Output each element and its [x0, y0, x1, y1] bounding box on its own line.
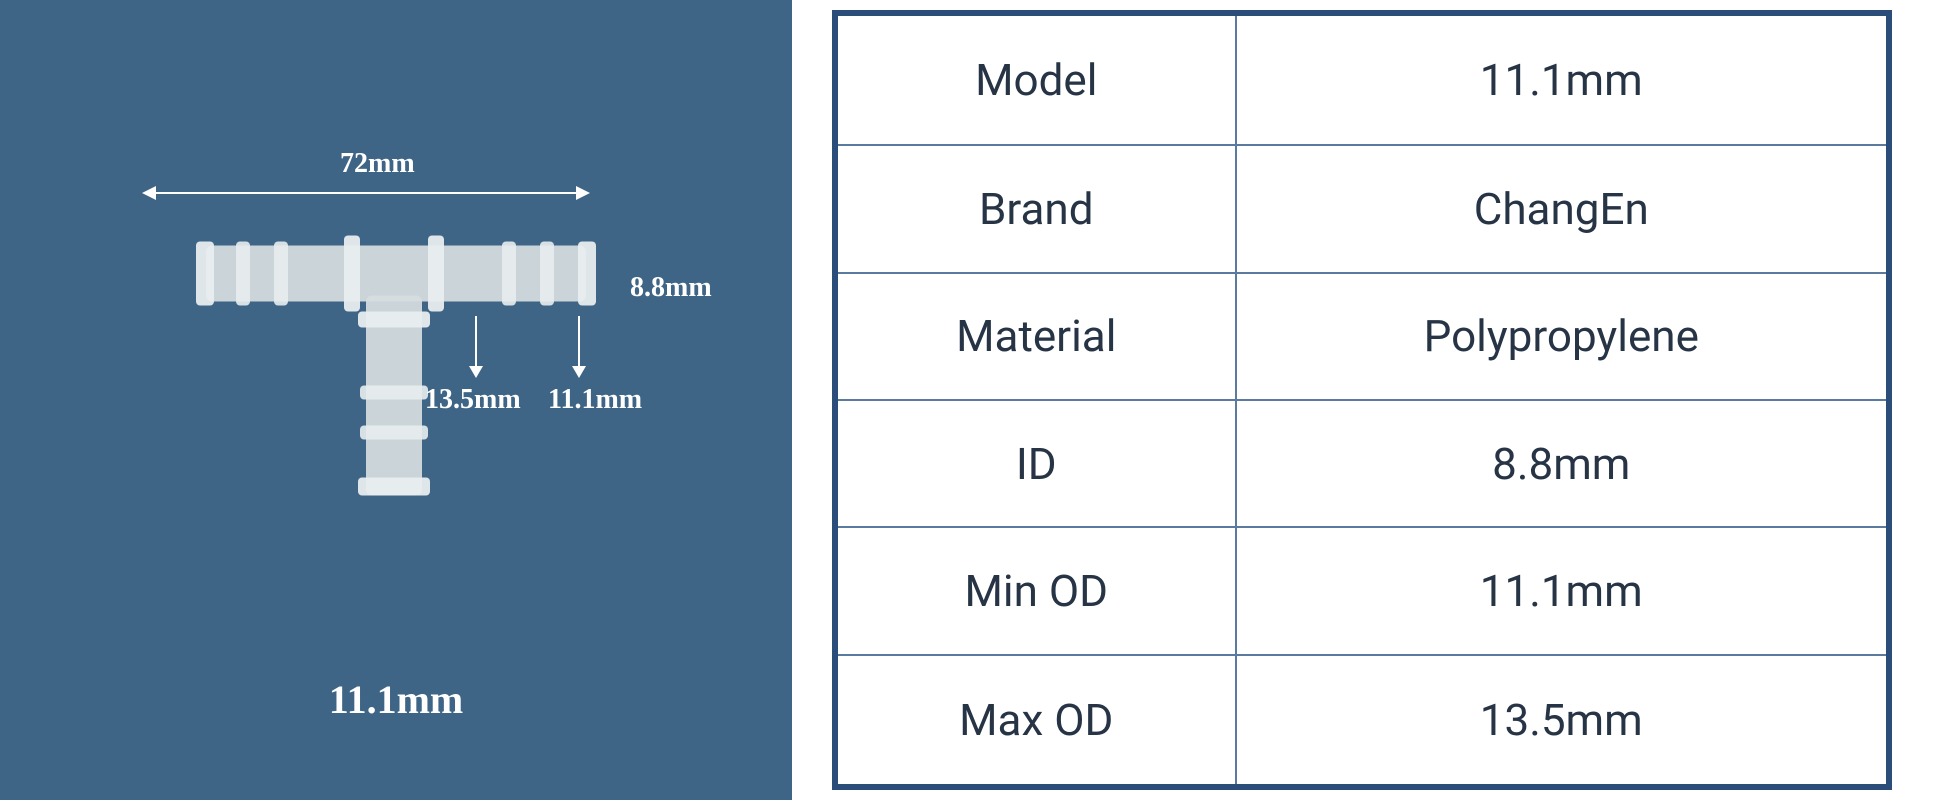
dim-maxod-label: 13.5mm — [425, 384, 521, 416]
spec-value: 8.8mm — [1236, 400, 1889, 527]
dim-minod-label: 11.1mm — [548, 384, 642, 416]
arrow-down-icon — [572, 366, 586, 378]
spec-value: 11.1mm — [1236, 13, 1889, 145]
spec-label: Brand — [835, 145, 1236, 272]
product-illustration — [166, 196, 626, 541]
arrow-left-icon — [142, 186, 156, 200]
spec-value: 11.1mm — [1236, 527, 1889, 654]
spec-label: Max OD — [835, 655, 1236, 787]
spec-value: ChangEn — [1236, 145, 1889, 272]
table-row: Max OD 13.5mm — [835, 655, 1889, 787]
spec-value: 13.5mm — [1236, 655, 1889, 787]
arrow-down-icon — [469, 366, 483, 378]
spec-label: Model — [835, 13, 1236, 145]
spec-label: ID — [835, 400, 1236, 527]
product-model-label: 11.1mm — [329, 676, 463, 723]
table-row: Min OD 11.1mm — [835, 527, 1889, 654]
table-row: Brand ChangEn — [835, 145, 1889, 272]
table-row: Model 11.1mm — [835, 13, 1889, 145]
dim-minod-line — [578, 316, 580, 372]
dim-width-label: 72mm — [340, 148, 415, 180]
product-image-panel: 72mm 8.8mm — [0, 0, 792, 800]
spec-value: Polypropylene — [1236, 273, 1889, 400]
spec-label: Min OD — [835, 527, 1236, 654]
spec-label: Material — [835, 273, 1236, 400]
dim-maxod-line — [475, 316, 477, 372]
table-row: Material Polypropylene — [835, 273, 1889, 400]
spec-panel: Model 11.1mm Brand ChangEn Material Poly… — [832, 0, 1922, 800]
table-row: ID 8.8mm — [835, 400, 1889, 527]
spec-table: Model 11.1mm Brand ChangEn Material Poly… — [832, 10, 1892, 790]
dim-id-label: 8.8mm — [630, 272, 712, 304]
dim-width-line — [150, 192, 580, 194]
